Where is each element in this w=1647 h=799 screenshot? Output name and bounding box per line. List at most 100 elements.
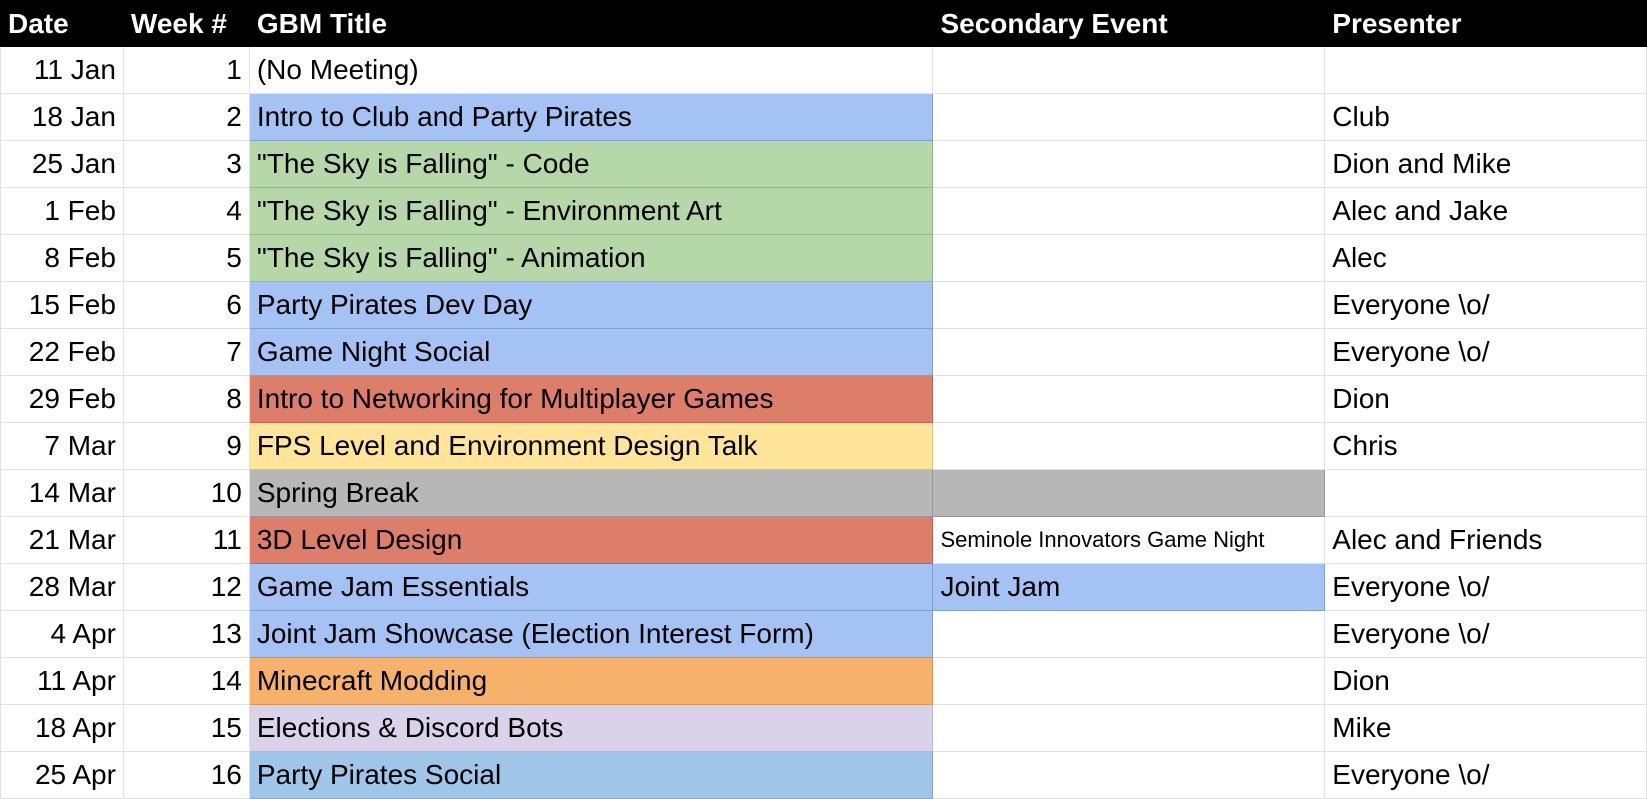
date-cell[interactable]: 8 Feb — [0, 234, 124, 282]
week-cell[interactable]: 6 — [122, 281, 250, 329]
table-row: 15 Feb 6 Party Pirates Dev Day Everyone … — [0, 281, 1647, 329]
title-cell[interactable]: "The Sky is Falling" - Animation — [248, 234, 934, 282]
title-cell[interactable]: Spring Break — [248, 469, 934, 517]
secondary-cell[interactable] — [932, 281, 1326, 329]
secondary-cell[interactable]: Seminole Innovators Game Night — [932, 516, 1326, 564]
secondary-cell[interactable] — [932, 375, 1326, 423]
presenter-cell[interactable]: Dion and Mike — [1324, 140, 1647, 188]
week-cell[interactable]: 14 — [122, 657, 250, 705]
week-cell[interactable]: 10 — [122, 469, 250, 517]
presenter-cell[interactable] — [1324, 46, 1647, 94]
date-cell[interactable]: 29 Feb — [0, 375, 124, 423]
secondary-cell[interactable] — [932, 751, 1326, 799]
secondary-cell[interactable] — [932, 328, 1326, 376]
title-cell[interactable]: FPS Level and Environment Design Talk — [248, 422, 934, 470]
secondary-cell[interactable] — [932, 140, 1326, 188]
table-row: 4 Apr 13 Joint Jam Showcase (Election In… — [0, 610, 1647, 658]
secondary-cell[interactable] — [932, 610, 1326, 658]
title-cell[interactable]: Intro to Club and Party Pirates — [248, 93, 934, 141]
header-presenter[interactable]: Presenter — [1324, 0, 1647, 47]
date-cell[interactable]: 4 Apr — [0, 610, 124, 658]
title-cell[interactable]: Game Night Social — [248, 328, 934, 376]
week-cell[interactable]: 13 — [122, 610, 250, 658]
presenter-cell[interactable]: Everyone \o/ — [1324, 751, 1647, 799]
table-row: 1 Feb 4 "The Sky is Falling" - Environme… — [0, 187, 1647, 235]
week-cell[interactable]: 1 — [122, 46, 250, 94]
date-cell[interactable]: 22 Feb — [0, 328, 124, 376]
title-cell[interactable]: 3D Level Design — [248, 516, 934, 564]
week-cell[interactable]: 2 — [122, 93, 250, 141]
title-cell[interactable]: Party Pirates Social — [248, 751, 934, 799]
table-row: 18 Jan 2 Intro to Club and Party Pirates… — [0, 93, 1647, 141]
header-date[interactable]: Date — [0, 0, 124, 47]
week-cell[interactable]: 11 — [122, 516, 250, 564]
date-cell[interactable]: 11 Jan — [0, 46, 124, 94]
secondary-cell[interactable] — [932, 704, 1326, 752]
presenter-cell[interactable]: Everyone \o/ — [1324, 281, 1647, 329]
week-cell[interactable]: 15 — [122, 704, 250, 752]
title-cell[interactable]: Game Jam Essentials — [248, 563, 934, 611]
date-cell[interactable]: 7 Mar — [0, 422, 124, 470]
table-row: 7 Mar 9 FPS Level and Environment Design… — [0, 422, 1647, 470]
secondary-cell[interactable] — [932, 187, 1326, 235]
presenter-cell[interactable]: Alec and Jake — [1324, 187, 1647, 235]
table-row: 29 Feb 8 Intro to Networking for Multipl… — [0, 375, 1647, 423]
table-row: 11 Jan 1 (No Meeting) — [0, 46, 1647, 94]
date-cell[interactable]: 18 Apr — [0, 704, 124, 752]
date-cell[interactable]: 14 Mar — [0, 469, 124, 517]
week-cell[interactable]: 7 — [122, 328, 250, 376]
week-cell[interactable]: 9 — [122, 422, 250, 470]
header-gbm-title[interactable]: GBM Title — [248, 0, 934, 47]
table-row: 18 Apr 15 Elections & Discord Bots Mike — [0, 704, 1647, 752]
date-cell[interactable]: 21 Mar — [0, 516, 124, 564]
presenter-cell[interactable]: Everyone \o/ — [1324, 610, 1647, 658]
header-week[interactable]: Week # — [122, 0, 250, 47]
week-cell[interactable]: 5 — [122, 234, 250, 282]
week-cell[interactable]: 12 — [122, 563, 250, 611]
presenter-cell[interactable]: Chris — [1324, 422, 1647, 470]
presenter-cell[interactable]: Dion — [1324, 375, 1647, 423]
presenter-cell[interactable]: Club — [1324, 93, 1647, 141]
week-cell[interactable]: 3 — [122, 140, 250, 188]
date-cell[interactable]: 11 Apr — [0, 657, 124, 705]
presenter-cell[interactable]: Dion — [1324, 657, 1647, 705]
date-cell[interactable]: 1 Feb — [0, 187, 124, 235]
title-cell[interactable]: Joint Jam Showcase (Election Interest Fo… — [248, 610, 934, 658]
table-row: 14 Mar 10 Spring Break — [0, 469, 1647, 517]
table-row: 8 Feb 5 "The Sky is Falling" - Animation… — [0, 234, 1647, 282]
header-row: Date Week # GBM Title Secondary Event Pr… — [0, 0, 1647, 47]
table-row: 22 Feb 7 Game Night Social Everyone \o/ — [0, 328, 1647, 376]
secondary-cell[interactable] — [932, 657, 1326, 705]
presenter-cell[interactable]: Alec and Friends — [1324, 516, 1647, 564]
title-cell[interactable]: Elections & Discord Bots — [248, 704, 934, 752]
date-cell[interactable]: 25 Jan — [0, 140, 124, 188]
secondary-cell[interactable] — [932, 469, 1326, 517]
week-cell[interactable]: 4 — [122, 187, 250, 235]
secondary-cell[interactable] — [932, 46, 1326, 94]
date-cell[interactable]: 28 Mar — [0, 563, 124, 611]
secondary-cell[interactable]: Joint Jam — [932, 563, 1326, 611]
secondary-cell[interactable] — [932, 234, 1326, 282]
presenter-cell[interactable]: Everyone \o/ — [1324, 563, 1647, 611]
date-cell[interactable]: 25 Apr — [0, 751, 124, 799]
title-cell[interactable]: Intro to Networking for Multiplayer Game… — [248, 375, 934, 423]
title-cell[interactable]: "The Sky is Falling" - Code — [248, 140, 934, 188]
title-cell[interactable]: "The Sky is Falling" - Environment Art — [248, 187, 934, 235]
secondary-cell[interactable] — [932, 422, 1326, 470]
secondary-cell[interactable] — [932, 93, 1326, 141]
title-cell[interactable]: (No Meeting) — [248, 46, 934, 94]
header-secondary-event[interactable]: Secondary Event — [932, 0, 1326, 47]
date-cell[interactable]: 15 Feb — [0, 281, 124, 329]
presenter-cell[interactable]: Alec — [1324, 234, 1647, 282]
week-cell[interactable]: 8 — [122, 375, 250, 423]
presenter-cell[interactable]: Everyone \o/ — [1324, 328, 1647, 376]
title-cell[interactable]: Party Pirates Dev Day — [248, 281, 934, 329]
presenter-cell[interactable]: Mike — [1324, 704, 1647, 752]
title-cell[interactable]: Minecraft Modding — [248, 657, 934, 705]
week-cell[interactable]: 16 — [122, 751, 250, 799]
date-cell[interactable]: 18 Jan — [0, 93, 124, 141]
table-row: 21 Mar 11 3D Level Design Seminole Innov… — [0, 516, 1647, 564]
presenter-cell[interactable] — [1324, 469, 1647, 517]
